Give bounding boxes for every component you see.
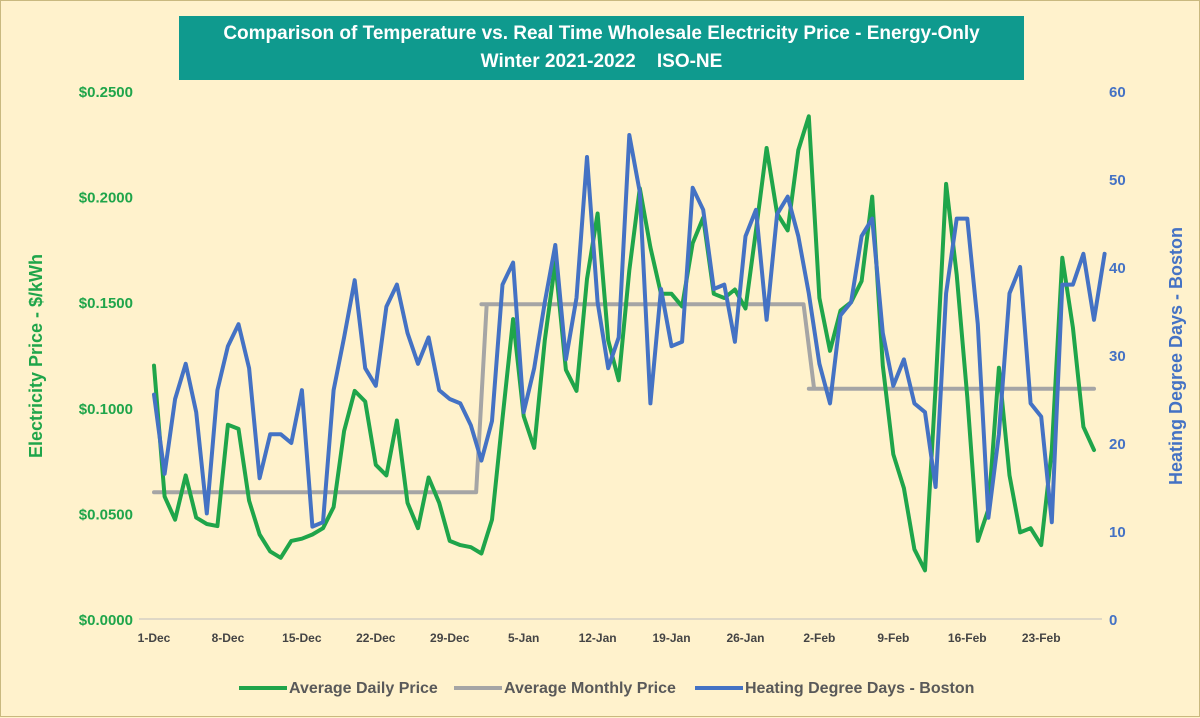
x-tick-label: 5-Jan	[508, 631, 539, 645]
chart-title: Comparison of Temperature vs. Real Time …	[179, 16, 1024, 80]
x-tick-label: 15-Dec	[282, 631, 322, 645]
y-tick-label-left: $0.0500	[79, 506, 133, 523]
y-tick-label-left: $0.1000	[79, 401, 133, 418]
legend-label-hdd: Heating Degree Days - Boston	[745, 680, 974, 697]
chart-title-line-1: Comparison of Temperature vs. Real Time …	[223, 23, 980, 44]
y-tick-label-left: $0.0000	[79, 612, 133, 629]
y2-tick-label-right: 50	[1109, 172, 1126, 189]
x-tick-label: 12-Jan	[579, 631, 617, 645]
y-tick-label-left: $0.2000	[79, 190, 133, 207]
y2-tick-label-right: 60	[1109, 84, 1126, 101]
x-tick-label: 2-Feb	[803, 631, 835, 645]
legend-label-monthly: Average Monthly Price	[504, 680, 676, 697]
x-tick-label: 26-Jan	[726, 631, 764, 645]
y-tick-label-left: $0.2500	[79, 84, 133, 101]
legend-label-daily: Average Daily Price	[289, 680, 438, 697]
x-tick-label: 19-Jan	[653, 631, 691, 645]
y2-tick-label-right: 30	[1109, 348, 1126, 365]
x-tick-label: 16-Feb	[948, 631, 987, 645]
y2-axis-label: Heating Degree Days - Boston	[1166, 227, 1186, 485]
y2-tick-label-right: 10	[1109, 524, 1126, 541]
chart-title-line-2: Winter 2021-2022 ISO-NE	[480, 51, 723, 72]
x-tick-label: 9-Feb	[877, 631, 909, 645]
y2-tick-label-right: 40	[1109, 260, 1126, 277]
x-tick-label: 29-Dec	[430, 631, 470, 645]
y-axis-label: Electricity Price - $/kWh	[26, 254, 46, 458]
x-tick-label: 8-Dec	[212, 631, 245, 645]
y2-tick-label-right: 20	[1109, 436, 1126, 453]
x-tick-label: 22-Dec	[356, 631, 396, 645]
x-tick-label: 1-Dec	[138, 631, 171, 645]
x-tick-label: 23-Feb	[1022, 631, 1061, 645]
y-tick-label-left: $0.1500	[79, 295, 133, 312]
y2-tick-label-right: 0	[1109, 612, 1117, 629]
series-line-daily	[152, 114, 1096, 573]
series-line-hdd	[152, 133, 1107, 529]
series-line-monthly	[152, 302, 1096, 495]
